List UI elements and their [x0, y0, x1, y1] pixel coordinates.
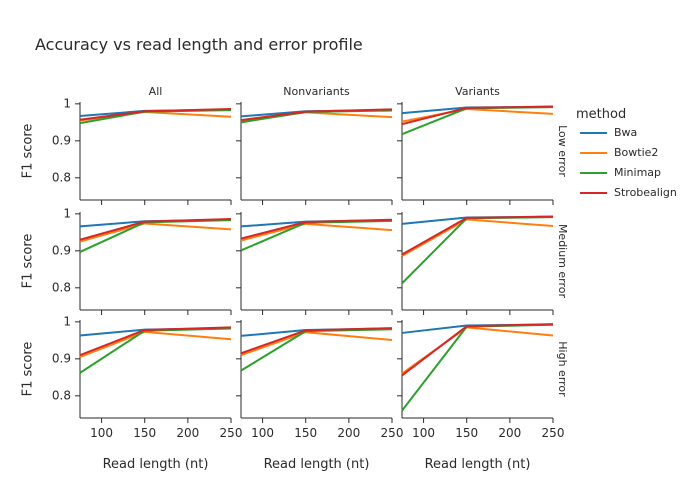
- chart-title: Accuracy vs read length and error profil…: [35, 35, 363, 54]
- row-facet-label-high-error: High error: [556, 341, 569, 397]
- x-axis-title-col-2: Read length (nt): [425, 457, 531, 472]
- series-line-strobealign: [79, 218, 232, 241]
- y-tick-label: 0.9: [52, 243, 71, 257]
- legend-label-strobealign: Strobealign: [614, 186, 677, 199]
- panel-medium-error-nonvariants: [236, 212, 393, 315]
- x-tick-label: 100: [412, 426, 435, 440]
- panel-high-error-variants: 100 150 200 250: [397, 320, 564, 440]
- x-tick-label: 100: [90, 426, 113, 440]
- series-line-minimap: [240, 328, 393, 372]
- col-facet-label-nonvariants: Nonvariants: [283, 85, 350, 98]
- series-line-strobealign: [79, 108, 232, 121]
- legend-item-bwa[interactable]: Bwa: [580, 126, 637, 139]
- series-line-strobealign: [240, 327, 393, 355]
- legend-item-bowtie2[interactable]: Bowtie2: [580, 146, 658, 159]
- legend-label-bwa: Bwa: [614, 126, 637, 139]
- panel-medium-error-all: 0.8 0.9 1: [52, 206, 232, 315]
- legend-label-minimap: Minimap: [614, 166, 661, 179]
- legend-label-bowtie2: Bowtie2: [614, 146, 658, 159]
- row-facet-label-low-error: Low error: [556, 125, 569, 177]
- panel-medium-error-variants: [397, 212, 554, 315]
- series-line-bowtie2: [79, 222, 232, 243]
- series-line-bowtie2: [240, 331, 393, 357]
- x-tick-label: 250: [220, 426, 243, 440]
- y-axis-title-row-2: F1 score: [21, 342, 36, 397]
- x-tick-label: 150: [455, 426, 478, 440]
- legend-item-minimap[interactable]: Minimap: [580, 166, 661, 179]
- x-tick-label: 150: [294, 426, 317, 440]
- x-tick-label: 250: [381, 426, 404, 440]
- series-line-strobealign: [79, 326, 232, 357]
- x-tick-label: 200: [337, 426, 360, 440]
- y-tick-label: 1: [63, 314, 71, 328]
- col-facet-label-variants: Variants: [455, 85, 500, 98]
- x-tick-label: 150: [133, 426, 156, 440]
- series-line-strobealign: [401, 323, 554, 377]
- series-line-strobealign: [401, 215, 554, 256]
- series-line-bowtie2: [401, 326, 554, 375]
- series-line-bowtie2: [240, 222, 393, 242]
- panel-high-error-nonvariants: 100 150 200 250: [236, 320, 403, 440]
- y-tick-label: 0.8: [52, 388, 71, 402]
- y-tick-label: 0.8: [52, 170, 71, 184]
- y-tick-label: 0.9: [52, 133, 71, 147]
- panel-low-error-variants: [397, 102, 554, 205]
- series-line-minimap: [79, 327, 232, 374]
- col-facet-label-all: All: [149, 85, 163, 98]
- y-axis-title-row-1: F1 score: [21, 234, 36, 289]
- series-line-minimap: [401, 216, 554, 285]
- x-tick-label: 250: [542, 426, 565, 440]
- y-tick-label: 0.9: [52, 351, 71, 365]
- series-line-strobealign: [401, 105, 554, 126]
- x-tick-label: 100: [251, 426, 274, 440]
- series-line-bowtie2: [401, 218, 554, 257]
- series-line-minimap: [401, 323, 554, 412]
- legend-item-strobealign[interactable]: Strobealign: [580, 186, 677, 199]
- row-facet-label-medium-error: Medium error: [556, 224, 569, 299]
- y-axis-title-row-0: F1 score: [21, 124, 36, 179]
- series-line-strobealign: [240, 218, 393, 240]
- series-line-strobealign: [240, 108, 393, 122]
- y-tick-label: 0.8: [52, 280, 71, 294]
- x-tick-label: 200: [176, 426, 199, 440]
- x-tick-label: 200: [498, 426, 521, 440]
- x-axis-title-col-1: Read length (nt): [264, 457, 370, 472]
- legend-title: method: [576, 107, 626, 122]
- facet-panels: All Nonvariants Variants Low error Medium er…: [21, 85, 570, 472]
- y-tick-label: 1: [63, 206, 71, 220]
- y-tick-label: 1: [63, 96, 71, 110]
- panel-low-error-all: 0.8 0.9 1: [52, 96, 232, 205]
- legend[interactable]: method Bwa Bowtie2 Minimap Strobealign: [576, 107, 677, 199]
- series-line-bowtie2: [79, 330, 232, 358]
- panel-high-error-all: 0.8 0.9 1 100 150 200 250: [52, 314, 243, 440]
- panel-low-error-nonvariants: [236, 102, 393, 205]
- x-axis-title-col-0: Read length (nt): [103, 457, 209, 472]
